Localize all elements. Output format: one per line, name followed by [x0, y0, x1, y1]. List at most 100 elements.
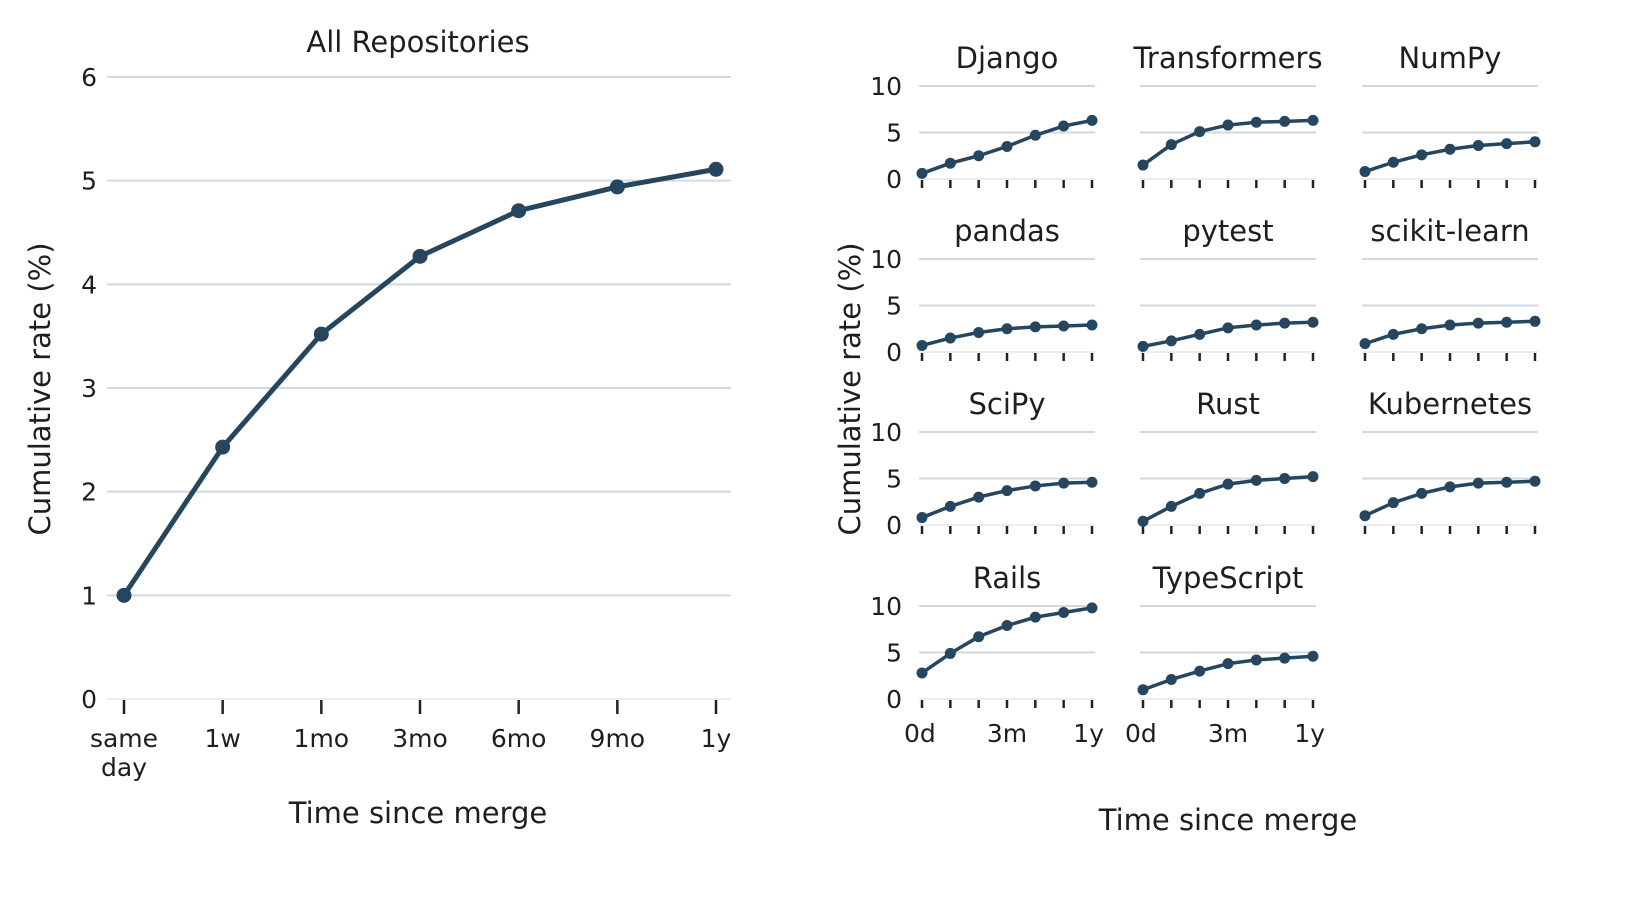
- data-point: [1222, 322, 1234, 334]
- data-point: [1194, 665, 1206, 677]
- data-point: [1137, 684, 1149, 696]
- data-point: [973, 326, 985, 338]
- data-point: [1307, 114, 1319, 126]
- panel-title: SciPy: [968, 387, 1045, 421]
- data-point: [1165, 139, 1177, 151]
- data-point: [916, 339, 928, 351]
- data-point: [1194, 126, 1206, 138]
- panel-title: pytest: [1182, 214, 1273, 248]
- data-point: [609, 179, 625, 195]
- y-axis-label: Cumulative rate (%): [23, 242, 57, 535]
- chart-title: All Repositories: [306, 25, 529, 59]
- data-point: [1529, 136, 1541, 148]
- data-point: [1222, 658, 1234, 670]
- data-point: [1307, 316, 1319, 328]
- data-point: [1058, 320, 1070, 332]
- panel-title: Transformers: [1132, 41, 1322, 75]
- data-point: [916, 667, 928, 679]
- data-point: [1058, 607, 1070, 619]
- data-point: [1250, 474, 1262, 486]
- data-point: [1086, 114, 1098, 126]
- data-point: [1250, 654, 1262, 666]
- data-point: [1165, 673, 1177, 685]
- x-tick-label: 1y: [1073, 719, 1104, 748]
- data-point: [1137, 515, 1149, 527]
- data-point: [1416, 149, 1428, 161]
- data-point: [511, 203, 527, 219]
- y-tick-label: 0: [886, 511, 902, 540]
- data-point: [1165, 335, 1177, 347]
- data-point: [1279, 317, 1291, 329]
- data-point: [1359, 510, 1371, 522]
- data-point: [1001, 323, 1013, 335]
- y-tick-label: 6: [81, 63, 97, 92]
- x-axis-label: Time since merge: [1098, 803, 1358, 837]
- data-point: [1472, 140, 1484, 152]
- data-point: [1472, 317, 1484, 329]
- y-tick-label: 3: [81, 374, 97, 403]
- data-point: [1058, 120, 1070, 132]
- data-point: [1359, 338, 1371, 350]
- data-point: [1501, 138, 1513, 150]
- panel-title: TypeScript: [1152, 561, 1304, 595]
- x-tick-label: day: [101, 753, 147, 782]
- data-point: [1307, 471, 1319, 483]
- data-point: [973, 150, 985, 162]
- panel-title: NumPy: [1399, 41, 1502, 75]
- data-point: [1307, 650, 1319, 662]
- panel-title: Rust: [1196, 387, 1260, 421]
- panel-title: Rails: [973, 561, 1042, 595]
- data-point: [1029, 129, 1041, 141]
- data-point: [1194, 487, 1206, 499]
- data-point: [1444, 319, 1456, 331]
- y-tick-label: 0: [886, 685, 902, 714]
- data-point: [1279, 473, 1291, 484]
- data-point: [973, 631, 985, 643]
- panel-title: Django: [956, 41, 1059, 75]
- y-tick-label: 5: [886, 465, 902, 494]
- data-point: [1472, 477, 1484, 489]
- data-point: [1501, 476, 1513, 488]
- data-point: [313, 326, 329, 342]
- y-tick-label: 5: [81, 167, 97, 196]
- data-point: [944, 332, 956, 344]
- data-point: [1250, 116, 1262, 128]
- data-point: [1137, 340, 1149, 352]
- data-point: [1529, 315, 1541, 327]
- data-point: [215, 439, 231, 455]
- data-point: [1279, 115, 1291, 127]
- y-tick-label: 10: [870, 245, 902, 274]
- data-point: [1222, 478, 1234, 490]
- data-point: [1029, 611, 1041, 623]
- data-point: [1086, 602, 1098, 614]
- data-point: [1001, 620, 1013, 632]
- data-point: [1444, 481, 1456, 493]
- data-point: [1279, 652, 1291, 664]
- panel-title: pandas: [954, 214, 1060, 248]
- y-tick-label: 5: [886, 639, 902, 668]
- x-tick-label: 1y: [701, 724, 732, 753]
- y-tick-label: 5: [886, 292, 902, 321]
- data-point: [916, 167, 928, 179]
- data-point: [1387, 328, 1399, 340]
- y-tick-label: 10: [870, 418, 902, 447]
- data-point: [916, 512, 928, 524]
- y-tick-label: 1: [81, 581, 97, 610]
- y-tick-label: 5: [886, 119, 902, 148]
- data-point: [1387, 497, 1399, 509]
- x-tick-label: 3m: [1208, 719, 1248, 748]
- data-point: [1416, 323, 1428, 335]
- x-tick-label: 6mo: [491, 724, 547, 753]
- data-point: [1359, 166, 1371, 178]
- data-point: [1086, 476, 1098, 488]
- x-tick-label: 1mo: [294, 724, 350, 753]
- y-tick-label: 0: [886, 165, 902, 194]
- y-tick-label: 4: [81, 270, 97, 299]
- data-point: [1058, 477, 1070, 489]
- data-point: [1001, 140, 1013, 152]
- data-point: [1029, 321, 1041, 333]
- x-tick-label: 3mo: [392, 724, 448, 753]
- data-point: [944, 500, 956, 512]
